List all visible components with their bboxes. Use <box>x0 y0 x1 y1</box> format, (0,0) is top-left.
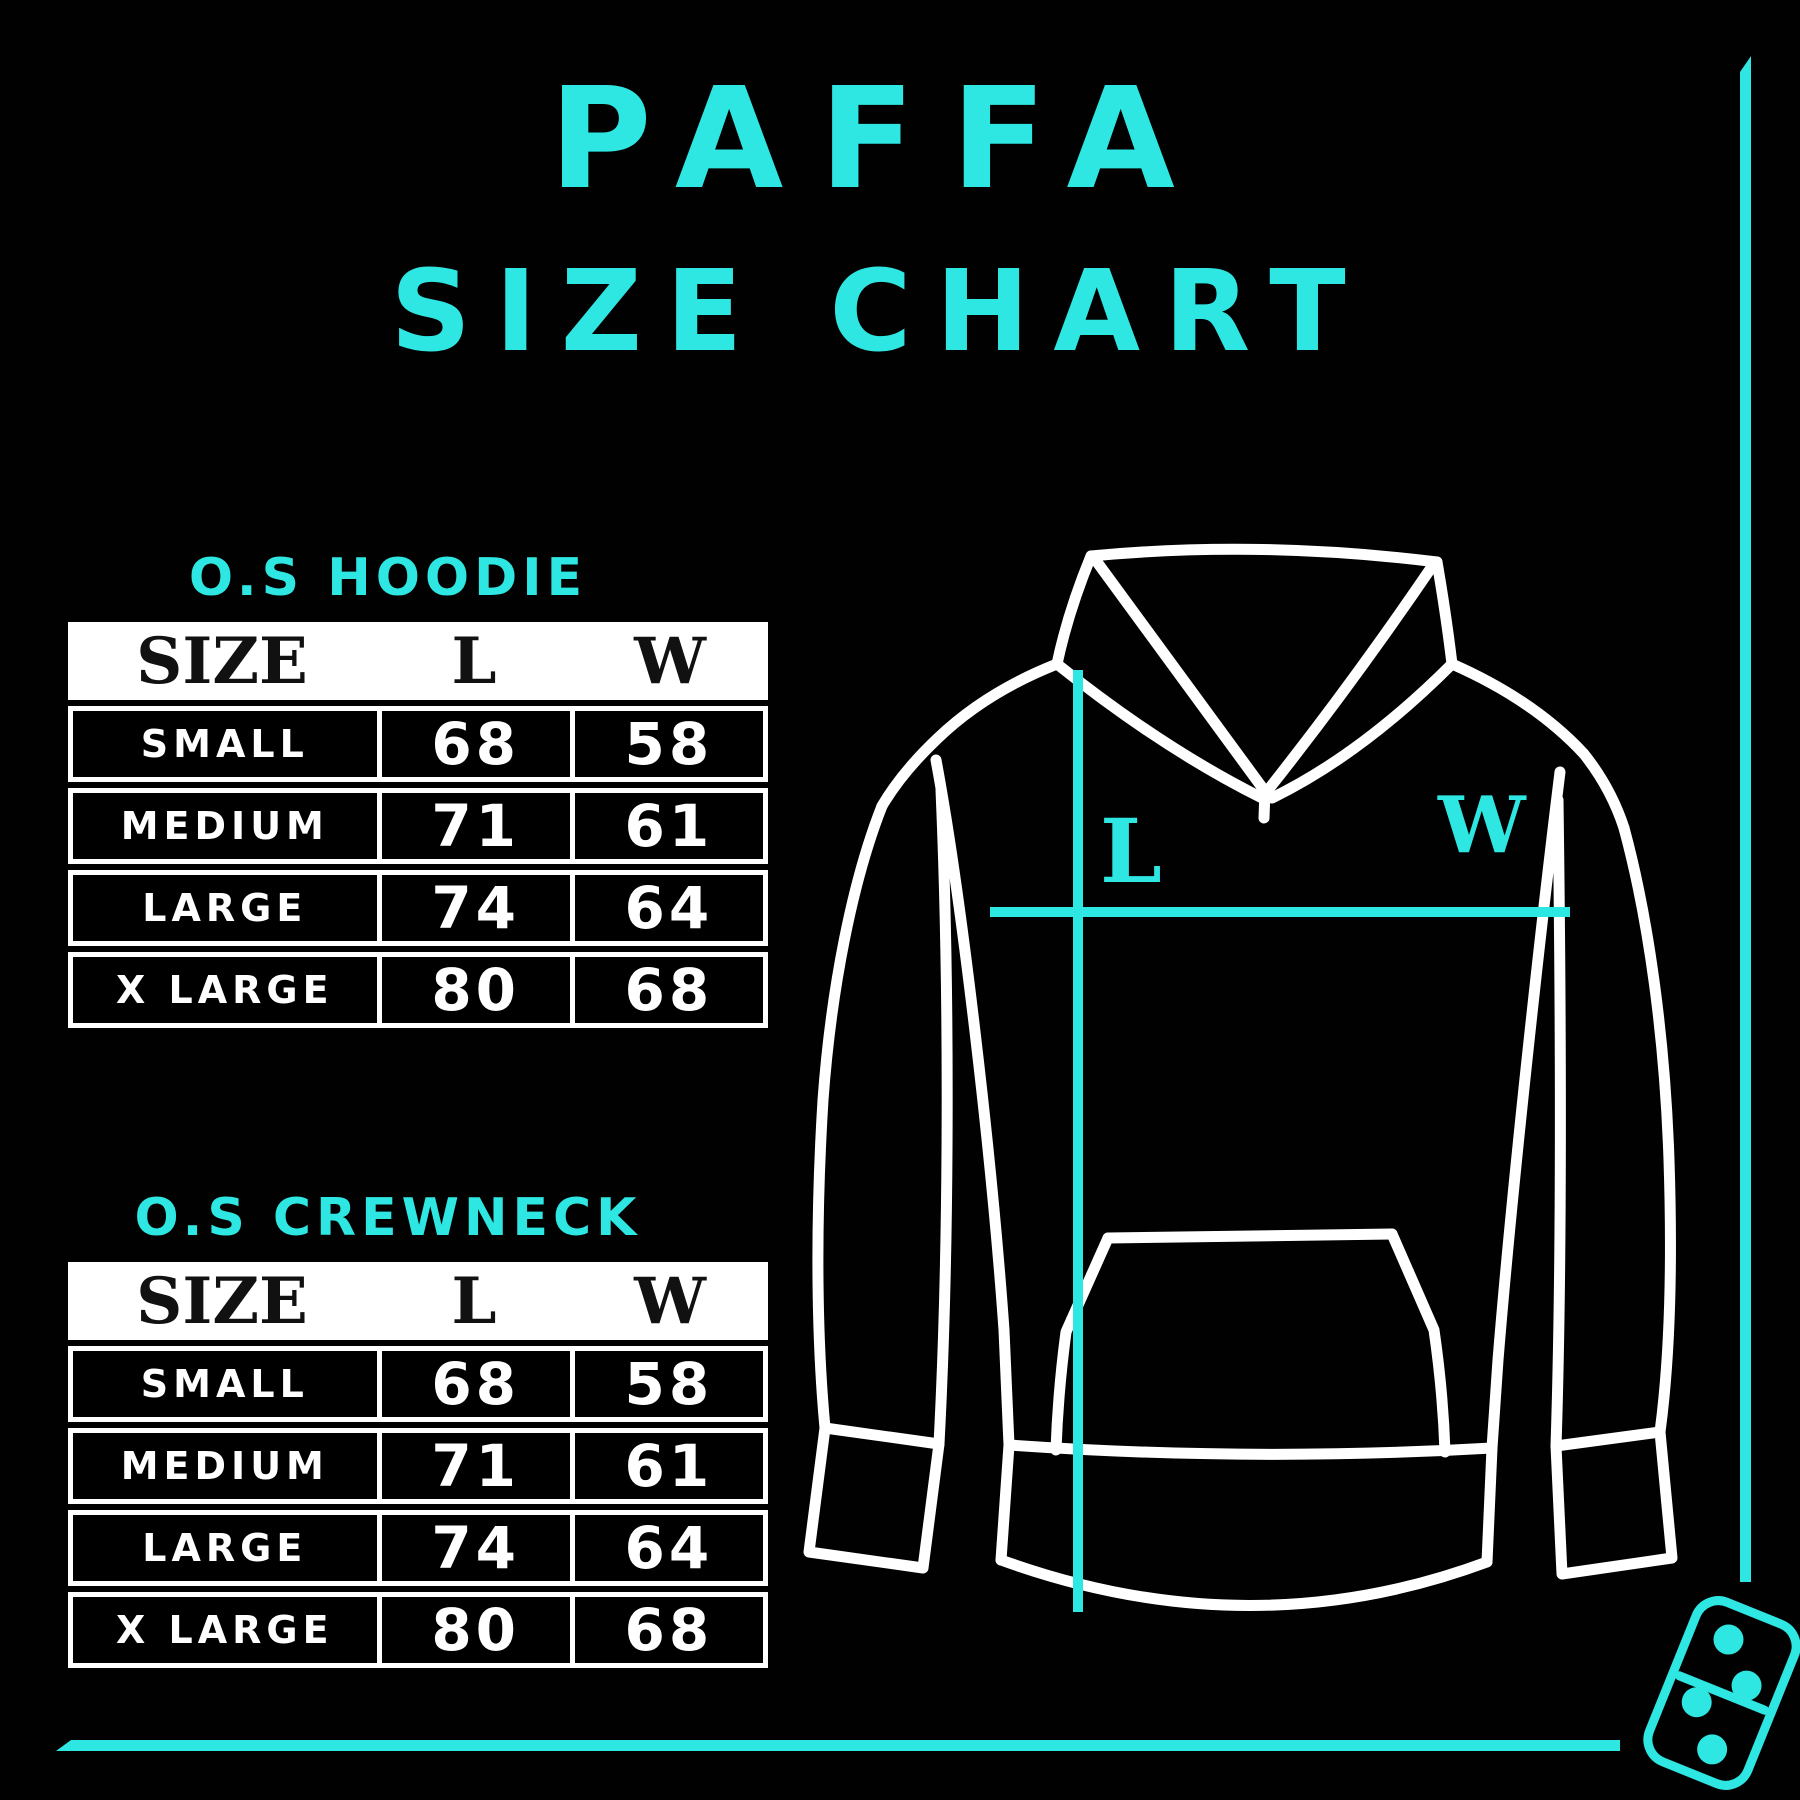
domino-pip <box>1681 1687 1712 1718</box>
size-label: SMALL <box>140 722 309 766</box>
left-cuff <box>803 1422 945 1574</box>
hood-vee-notch <box>1258 784 1271 824</box>
width-value: 68 <box>569 956 763 1024</box>
table-row: X LARGE 80 68 <box>68 952 768 1028</box>
length-value: 80 <box>376 956 570 1024</box>
hoodie-size-chart: O.S HOODIE SIZE L W SMALL 68 58 MEDIUM 7… <box>68 548 768 1028</box>
column-header-width: W <box>634 1263 706 1339</box>
hoodie-sketch <box>803 543 1678 1611</box>
column-header-length: L <box>451 1263 497 1339</box>
left-body-seam <box>930 754 1015 1451</box>
waistband-right-end <box>1481 1442 1498 1568</box>
corner-frame <box>56 56 1751 1751</box>
length-value: 71 <box>376 792 570 860</box>
hood-collar-left-curve <box>1051 658 1268 804</box>
column-header-length: L <box>451 623 497 699</box>
right-cuff <box>1550 1426 1678 1580</box>
size-label: SMALL <box>140 1362 309 1406</box>
column-header-size: SIZE <box>136 623 308 699</box>
table-row: LARGE 74 64 <box>68 870 768 946</box>
domino-divider <box>1674 1671 1770 1715</box>
crewneck-table-title: O.S CREWNECK <box>134 1188 642 1248</box>
width-value: 68 <box>569 1596 763 1664</box>
crewneck-size-chart: O.S CREWNECK SIZE L W SMALL 68 58 MEDIUM… <box>68 1188 768 1668</box>
table-row: MEDIUM 71 61 <box>68 1428 768 1504</box>
column-header-width: W <box>634 623 706 699</box>
frame-right-bar <box>1740 56 1751 1582</box>
hood-left-edge <box>1051 550 1097 670</box>
length-measure-label: L <box>1100 799 1162 903</box>
table-row: X LARGE 80 68 <box>68 1592 768 1668</box>
length-value: 74 <box>376 1514 570 1582</box>
brand-title: PAFFA <box>549 58 1211 221</box>
waistband-bottom-edge <box>995 1554 1493 1611</box>
domino-pip <box>1697 1734 1728 1765</box>
pocket-right-edge <box>1386 1228 1451 1458</box>
left-cuff-seam <box>819 1422 945 1450</box>
domino-body <box>1643 1596 1800 1790</box>
table-row: MEDIUM 71 61 <box>68 788 768 864</box>
right-sleeve-inner <box>1550 794 1566 1452</box>
crewneck-table-header: SIZE L W <box>68 1262 768 1340</box>
domino-icon <box>1643 1596 1800 1790</box>
width-value: 64 <box>569 1514 763 1582</box>
hood-opening-right-curve <box>1262 562 1437 796</box>
hood-top-edge <box>1085 543 1443 568</box>
left-sleeve-inner <box>933 784 953 1450</box>
left-shoulder <box>876 658 1063 812</box>
right-body-seam <box>1486 766 1566 1454</box>
length-value: 80 <box>376 1596 570 1664</box>
hoodie-table-header: SIZE L W <box>68 622 768 700</box>
waistband-left-end <box>995 1439 1015 1566</box>
size-label: MEDIUM <box>120 804 329 848</box>
width-value: 58 <box>569 710 763 778</box>
hoodie-table-title: O.S HOODIE <box>188 548 588 608</box>
length-value: 68 <box>376 1350 570 1418</box>
right-sleeve-outer <box>1618 822 1676 1438</box>
length-value: 71 <box>376 1432 570 1500</box>
measurement-overlay: L W <box>990 670 1570 1612</box>
right-shoulder <box>1446 658 1630 834</box>
left-sleeve-outer <box>812 800 888 1434</box>
size-label: LARGE <box>142 886 308 930</box>
hood-right-edge <box>1431 556 1458 670</box>
right-cuff-seam <box>1550 1426 1666 1452</box>
size-label: LARGE <box>142 1526 308 1570</box>
size-label: X LARGE <box>116 968 334 1012</box>
hood-collar-right-curve <box>1266 658 1458 804</box>
width-value: 61 <box>569 792 763 860</box>
size-label: MEDIUM <box>120 1444 329 1488</box>
column-header-size: SIZE <box>136 1263 308 1339</box>
domino-pip <box>1731 1670 1762 1701</box>
pocket-left-edge <box>1050 1232 1114 1456</box>
table-row: LARGE 74 64 <box>68 1510 768 1586</box>
domino-pip <box>1713 1624 1744 1655</box>
width-value: 64 <box>569 874 763 942</box>
hood-opening-left-curve <box>1091 556 1270 796</box>
frame-bottom-bar <box>56 1740 1620 1751</box>
width-value: 58 <box>569 1350 763 1418</box>
width-value: 61 <box>569 1432 763 1500</box>
pocket-top-edge <box>1102 1228 1398 1244</box>
size-label: X LARGE <box>116 1608 334 1652</box>
length-value: 74 <box>376 874 570 942</box>
width-measure-label: W <box>1437 780 1527 871</box>
length-value: 68 <box>376 710 570 778</box>
table-row: SMALL 68 58 <box>68 706 768 782</box>
page-title: SIZE CHART <box>390 247 1370 377</box>
table-row: SMALL 68 58 <box>68 1346 768 1422</box>
